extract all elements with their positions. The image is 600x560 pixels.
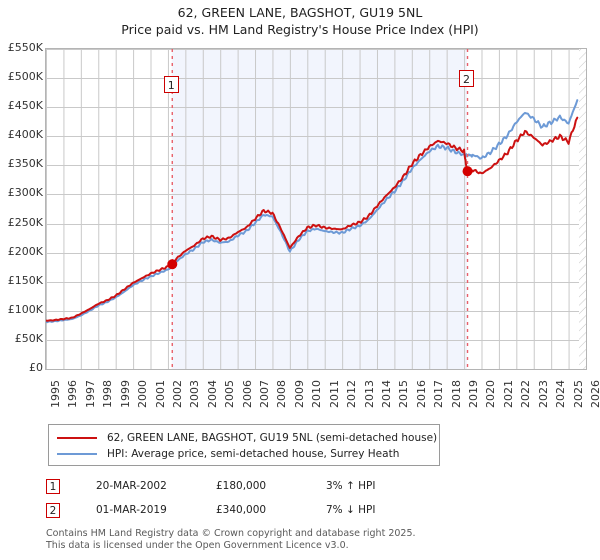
transaction-hpi-delta: 7% ↓ HPI xyxy=(326,504,376,516)
x-axis-tick-label: 2000 xyxy=(136,380,150,408)
y-axis-tick-label: £100K xyxy=(7,302,43,316)
legend-label-hpi: HPI: Average price, semi-detached house,… xyxy=(107,448,400,460)
transaction-marker-1: 1 xyxy=(46,478,60,494)
x-axis-tick-label: 2011 xyxy=(327,380,341,408)
x-axis-tick-label: 2001 xyxy=(153,380,167,408)
y-axis-tick-label: £200K xyxy=(7,244,43,258)
x-axis-tick-label: 2004 xyxy=(205,380,219,408)
page-subtitle: Price paid vs. HM Land Registry's House … xyxy=(121,22,479,37)
y-axis-tick-label: £450K xyxy=(7,99,43,113)
y-axis-tick-label: £50K xyxy=(14,331,43,345)
x-axis-tick-label: 2016 xyxy=(414,380,428,408)
x-axis-tick-label: 2010 xyxy=(310,380,324,408)
x-axis-tick-label: 1998 xyxy=(101,380,115,408)
x-axis-tick-label: 2013 xyxy=(362,380,376,408)
y-axis-tick-label: £250K xyxy=(7,215,43,229)
x-axis-tick-label: 1996 xyxy=(66,380,80,408)
x-axis-tick-label: 2019 xyxy=(467,380,481,408)
footer-line-2: This data is licensed under the Open Gov… xyxy=(46,539,349,551)
table-row[interactable]: 1 20-MAR-2002 £180,000 3% ↑ HPI xyxy=(46,474,466,498)
y-axis-tick-label: £300K xyxy=(7,186,43,200)
y-axis-tick-label: £0 xyxy=(29,361,43,374)
x-axis-tick-label: 2024 xyxy=(554,380,568,408)
transaction-date: 20-MAR-2002 xyxy=(96,480,167,492)
x-axis-tick-label: 2006 xyxy=(240,380,254,408)
transaction-date: 01-MAR-2019 xyxy=(96,504,167,516)
x-axis-tick-label: 1997 xyxy=(83,380,97,408)
y-axis-tick-label: £400K xyxy=(7,128,43,142)
y-axis-tick-label: £550K xyxy=(7,41,43,54)
x-axis-tick-label: 2014 xyxy=(379,380,393,408)
x-axis-tick-label: 2005 xyxy=(223,380,237,408)
y-axis-tick-label: £150K xyxy=(7,273,43,287)
x-axis-tick-label: 2008 xyxy=(275,380,289,408)
transaction-hpi-delta: 3% ↑ HPI xyxy=(326,480,376,492)
x-axis-tick-label: 2002 xyxy=(170,380,184,408)
table-row[interactable]: 2 01-MAR-2019 £340,000 7% ↓ HPI xyxy=(46,498,466,522)
plot-marker-1[interactable]: 1 xyxy=(163,76,179,93)
legend-item-property: 62, GREEN LANE, BAGSHOT, GU19 5NL (semi-… xyxy=(49,430,439,446)
x-axis-tick-label: 2023 xyxy=(536,380,550,408)
y-axis-tick-label: £500K xyxy=(7,70,43,84)
x-axis-tick-label: 2026 xyxy=(589,380,600,408)
chart-svg xyxy=(46,49,586,369)
x-axis-tick-label: 2012 xyxy=(345,380,359,408)
x-axis-tick-label: 2025 xyxy=(571,380,585,408)
x-axis-tick-label: 2007 xyxy=(258,380,272,408)
chart-plot-area xyxy=(45,48,587,370)
x-axis-tick-label: 1999 xyxy=(118,380,132,408)
legend-label-property: 62, GREEN LANE, BAGSHOT, GU19 5NL (semi-… xyxy=(107,432,438,444)
x-axis-tick-label: 2022 xyxy=(519,380,533,408)
y-axis-tick-label: £350K xyxy=(7,157,43,171)
x-axis-tick-label: 2018 xyxy=(449,380,463,408)
x-axis-tick-label: 1995 xyxy=(49,380,62,408)
legend-swatch-property xyxy=(57,437,97,439)
copyright-footer: Contains HM Land Registry data © Crown c… xyxy=(46,528,586,551)
transaction-price: £180,000 xyxy=(216,480,267,492)
plot-marker-2[interactable]: 2 xyxy=(459,70,475,87)
x-axis-tick-label: 2020 xyxy=(484,380,498,408)
footer-line-1: Contains HM Land Registry data © Crown c… xyxy=(46,528,416,539)
transaction-marker-2: 2 xyxy=(46,502,60,518)
x-axis-tick-label: 2017 xyxy=(432,380,446,408)
chart-title-block: 62, GREEN LANE, BAGSHOT, GU19 5NL Price … xyxy=(0,4,600,38)
transactions-list: 1 20-MAR-2002 £180,000 3% ↑ HPI 2 01-MAR… xyxy=(46,474,466,522)
page-title: 62, GREEN LANE, BAGSHOT, GU19 5NL xyxy=(177,5,423,20)
x-axis-tick-label: 2021 xyxy=(501,380,515,408)
legend-item-hpi: HPI: Average price, semi-detached house,… xyxy=(49,446,439,462)
chart-legend: 62, GREEN LANE, BAGSHOT, GU19 5NL (semi-… xyxy=(48,424,440,466)
x-axis-tick-label: 2009 xyxy=(292,380,306,408)
x-axis-tick-label: 2015 xyxy=(397,380,411,408)
transaction-price: £340,000 xyxy=(216,504,267,516)
legend-swatch-hpi xyxy=(57,453,97,455)
x-axis-tick-label: 2003 xyxy=(188,380,202,408)
